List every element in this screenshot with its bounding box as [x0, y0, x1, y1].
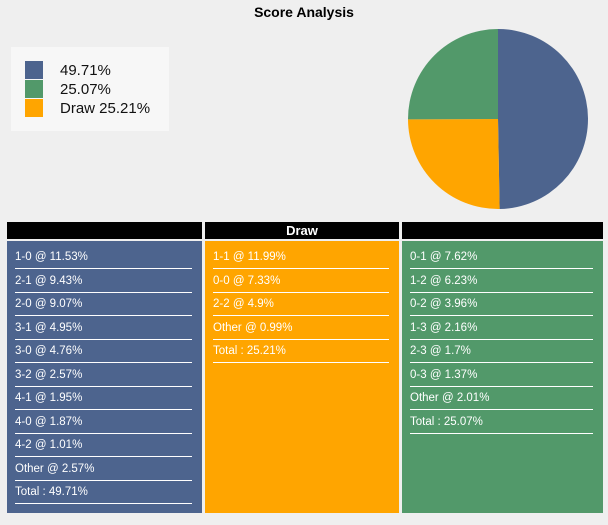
legend-item-away: 25.07% [25, 80, 111, 98]
table-row: 4-2 @ 1.01% [15, 435, 192, 457]
table-row: Total : 25.07% [410, 412, 593, 434]
table-row: 0-0 @ 7.33% [213, 271, 389, 293]
score-table: Draw 1-0 @ 11.53% 2-1 @ 9.43% 2-0 @ 9.07% 3… [7, 222, 603, 513]
table-row: 2-2 @ 4.9% [213, 294, 389, 316]
table-row: 2-0 @ 9.07% [15, 294, 192, 316]
header-right [402, 222, 603, 239]
table-row: Other @ 0.99% [213, 318, 389, 340]
legend-item-draw: Draw 25.21% [25, 99, 150, 117]
table-row: 1-0 @ 11.53% [15, 247, 192, 269]
legend-label-home: 49.71% [60, 61, 111, 79]
pie-chart [408, 29, 589, 209]
table-row: Other @ 2.01% [410, 388, 593, 410]
table-row: 4-1 @ 1.95% [15, 388, 192, 410]
pie-slice-away [408, 29, 498, 120]
table-row: 2-1 @ 9.43% [15, 271, 192, 293]
table-row: 0-2 @ 3.96% [410, 294, 593, 316]
home-column: 1-0 @ 11.53% 2-1 @ 9.43% 2-0 @ 9.07% 3-1 @ … [7, 241, 202, 513]
draw-column: 1-1 @ 11.99% 0-0 @ 7.33% 2-2 @ 4.9% Other @… [205, 241, 399, 513]
chart-title: Score Analysis [254, 4, 354, 20]
legend: 49.71% 25.07% Draw 25.21% [11, 47, 169, 131]
pie-slice-home [498, 29, 589, 209]
away-column: 0-1 @ 7.62% 1-2 @ 6.23% 0-2 @ 3.96% 1-3 @ 2… [402, 241, 603, 513]
table-row: 1-2 @ 6.23% [410, 271, 593, 293]
table-row: 0-3 @ 1.37% [410, 365, 593, 387]
header-left [7, 222, 202, 239]
table-row: 3-0 @ 4.76% [15, 341, 192, 363]
table-row: 0-1 @ 7.62% [410, 247, 593, 269]
legend-swatch-draw [25, 99, 43, 117]
table-row: 1-3 @ 2.16% [410, 318, 593, 340]
table-row: 2-3 @ 1.7% [410, 341, 593, 363]
legend-item-home: 49.71% [25, 61, 111, 79]
table-row: Other @ 2.57% [15, 459, 192, 481]
header-draw: Draw [205, 222, 399, 239]
table-row: Total : 25.21% [213, 341, 389, 363]
table-row: 3-1 @ 4.95% [15, 318, 192, 340]
legend-swatch-home [25, 61, 43, 79]
table-row: 3-2 @ 2.57% [15, 365, 192, 387]
legend-label-away: 25.07% [60, 80, 111, 98]
pie-slice-draw [408, 119, 500, 209]
table-row: 4-0 @ 1.87% [15, 412, 192, 434]
legend-swatch-away [25, 80, 43, 98]
table-row: 1-1 @ 11.99% [213, 247, 389, 269]
table-row: Total : 49.71% [15, 482, 192, 504]
legend-label-draw: Draw 25.21% [60, 99, 151, 117]
